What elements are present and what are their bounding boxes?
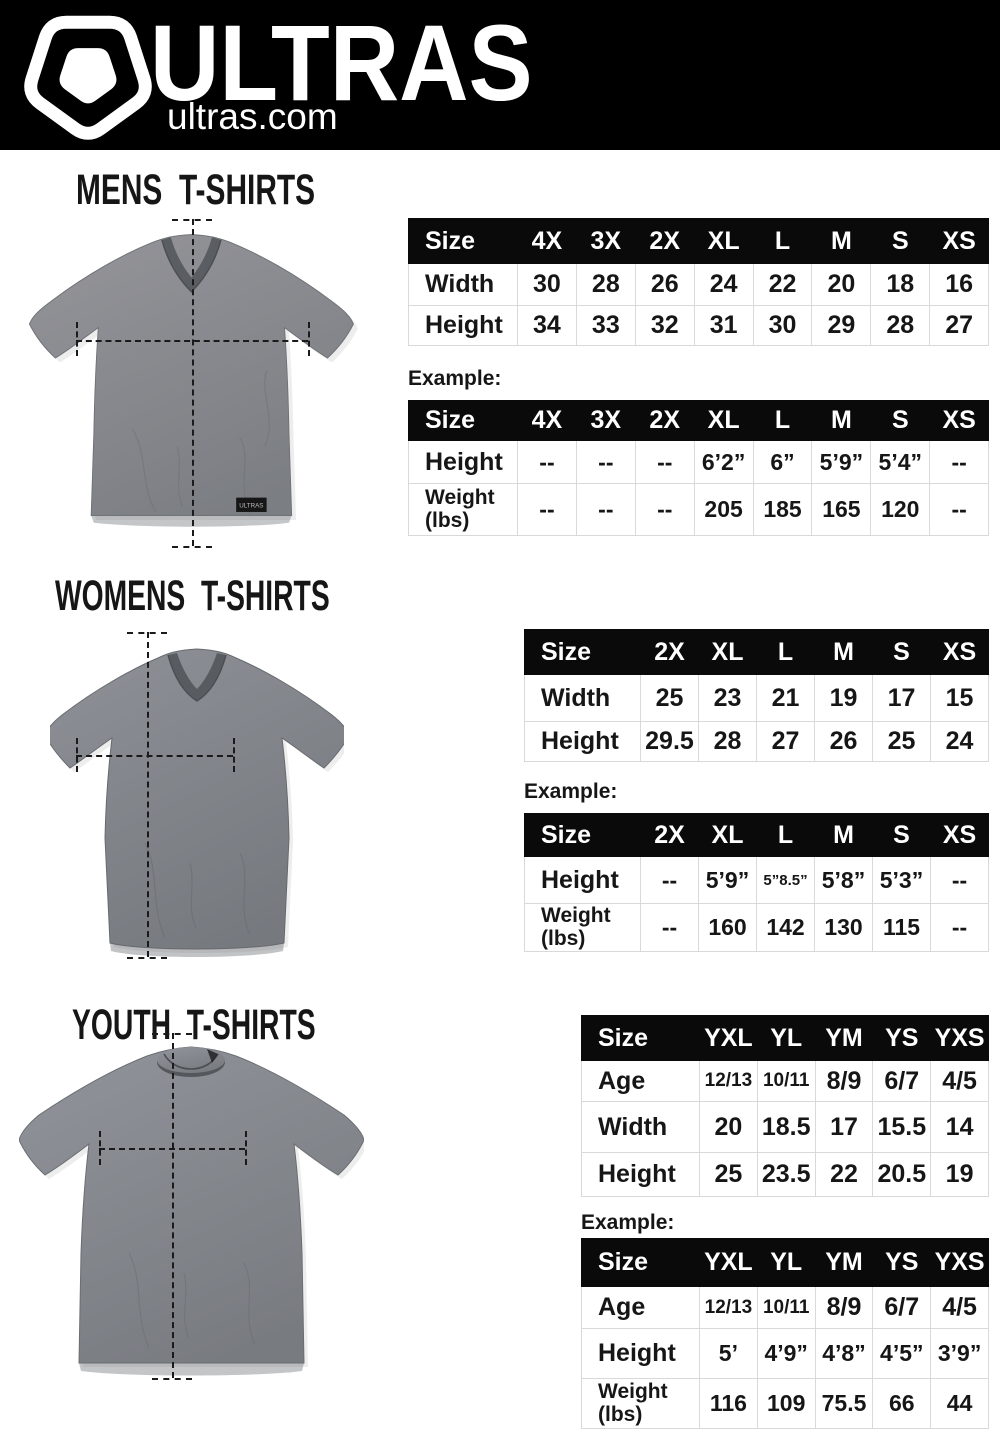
- svg-text:ULTRAS: ULTRAS: [239, 502, 263, 509]
